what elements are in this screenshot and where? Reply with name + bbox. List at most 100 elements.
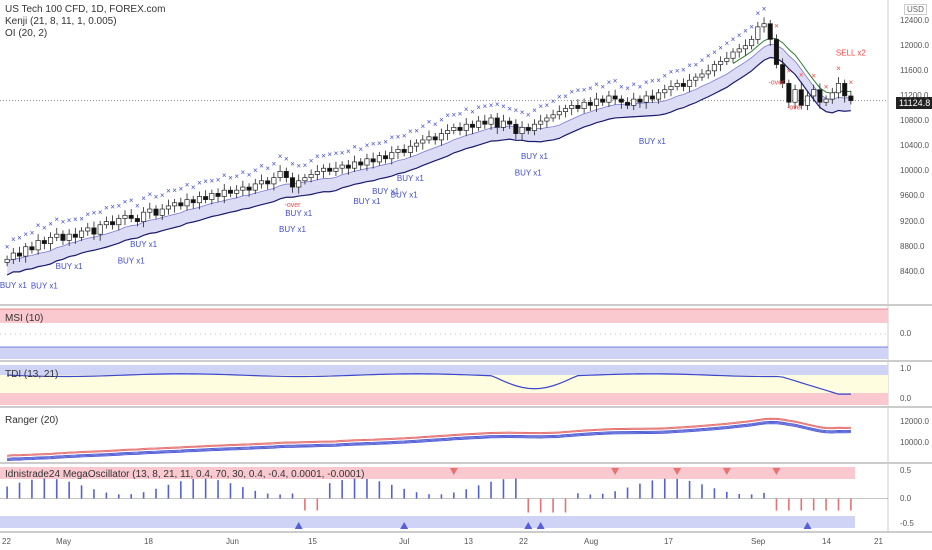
- osc-upper-zone: [0, 467, 855, 479]
- candle-down: [680, 83, 686, 87]
- candle-up: [252, 183, 258, 191]
- signal-x-marker: ×: [278, 152, 283, 161]
- signal-x-marker: ×: [451, 111, 456, 120]
- candle-up: [184, 199, 190, 207]
- signal-x-marker: ×: [135, 202, 140, 211]
- candle-up: [556, 111, 562, 116]
- candle-up: [755, 26, 761, 40]
- candle-down: [178, 202, 184, 207]
- signal-x-marker: ×: [203, 177, 208, 186]
- signal-x-marker: ×: [464, 105, 469, 114]
- candle-up: [420, 139, 426, 144]
- signal-x-marker: ×: [669, 67, 674, 76]
- candle-up: [122, 214, 128, 219]
- buy-signal-label: BUY x1: [56, 262, 84, 271]
- candle-up: [730, 51, 736, 59]
- main-y-tick: 10800.0: [900, 116, 929, 126]
- signal-x-marker: ×: [141, 194, 146, 203]
- candle-up: [544, 117, 550, 122]
- candle-up: [79, 230, 85, 238]
- signal-x-marker: ×: [724, 39, 729, 48]
- candle-up: [407, 145, 413, 153]
- signal-x-marker: ×: [85, 210, 90, 219]
- candle-up: [606, 95, 612, 103]
- osc-buy-triangle: [524, 522, 533, 529]
- candle-up: [165, 205, 171, 210]
- candle-up: [103, 221, 109, 226]
- kenji-indicator-label[interactable]: Kenji (21, 8, 11, 1, 0.005): [5, 16, 117, 27]
- candle-up: [463, 123, 469, 131]
- buy-signal-label: BUY x1: [391, 191, 419, 200]
- signal-x-marker: ×: [625, 84, 630, 93]
- candle-up: [693, 76, 699, 81]
- signal-x-marker: ×: [538, 102, 543, 111]
- candle-down: [786, 83, 792, 103]
- candle-up: [656, 92, 662, 100]
- candle-down: [383, 155, 389, 160]
- signal-x-marker: ×: [414, 126, 419, 135]
- signal-x-marker: ×: [712, 48, 717, 57]
- osc-lower-zone: [0, 516, 855, 528]
- oi-indicator-label[interactable]: OI (20, 2): [5, 28, 48, 39]
- osc-buy-triangle: [400, 522, 409, 529]
- signal-x-marker: ×: [284, 155, 289, 164]
- candle-up: [395, 149, 401, 153]
- kenji-lower-line: [6, 56, 851, 276]
- tdi-pane-label[interactable]: TDI (13, 21): [5, 369, 59, 380]
- signal-x-marker: ×: [259, 161, 264, 170]
- signal-x-marker: ×: [569, 87, 574, 96]
- signal-x-marker: ×: [61, 217, 66, 226]
- kenji-upper-line: [6, 43, 851, 263]
- tdi-mid-zone: [0, 375, 888, 393]
- candle-up: [364, 158, 370, 166]
- signal-x-marker: ×: [619, 82, 624, 91]
- main-y-tick: 11600.0: [900, 65, 929, 75]
- signal-x-marker: ×: [526, 111, 531, 120]
- oscillator-pane-label[interactable]: Idnistrade24 MegaOscillator (13, 8, 21, …: [5, 469, 365, 480]
- candle-down: [358, 161, 364, 166]
- ranger-pane-label[interactable]: Ranger (20): [5, 415, 59, 426]
- candle-down: [773, 39, 779, 65]
- candle-down: [817, 89, 823, 103]
- signal-x-marker: ×: [116, 202, 121, 211]
- signal-x-marker: ×: [147, 190, 152, 199]
- candle-up: [736, 48, 742, 53]
- ranger-line: [7, 423, 851, 462]
- candle-up: [631, 98, 637, 106]
- candle-down: [587, 101, 593, 106]
- candle-up: [718, 61, 724, 65]
- signal-x-marker: ×: [216, 175, 221, 184]
- candle-up: [196, 196, 202, 204]
- over-signal-label: -over: [787, 105, 804, 112]
- candle-up: [48, 236, 54, 244]
- candle-down: [842, 83, 848, 97]
- signal-x-marker: ×: [383, 138, 388, 147]
- candle-down: [469, 123, 475, 128]
- tdi-y-tick: 1.0: [900, 364, 912, 373]
- candle-up: [500, 120, 506, 128]
- signal-x-marker: ×: [557, 92, 562, 101]
- signal-x-marker: ×: [483, 102, 488, 111]
- signal-x-marker: ×: [396, 133, 401, 142]
- candle-down: [482, 120, 488, 125]
- signal-x-marker: ×: [23, 230, 28, 239]
- tdi-line: [7, 373, 851, 395]
- main-y-tick: 8800.0: [900, 241, 925, 251]
- candle-up: [643, 95, 649, 103]
- signal-x-marker: ×: [489, 101, 494, 110]
- msi-pane-label[interactable]: MSI (10): [5, 313, 44, 324]
- signal-x-marker: ×: [514, 106, 519, 115]
- signal-x-marker: ×: [507, 104, 512, 113]
- candle-up: [488, 117, 494, 125]
- candle-up: [35, 240, 41, 251]
- signal-x-marker: ×: [551, 97, 556, 106]
- candle-down: [513, 123, 519, 135]
- x-axis-tick: 14: [822, 537, 831, 546]
- candle-up: [426, 136, 432, 141]
- candle-down: [345, 164, 351, 169]
- candle-down: [190, 199, 196, 204]
- tdi-y-tick: 0.0: [900, 394, 912, 403]
- candle-up: [159, 208, 165, 216]
- signal-x-marker: ×: [352, 143, 357, 152]
